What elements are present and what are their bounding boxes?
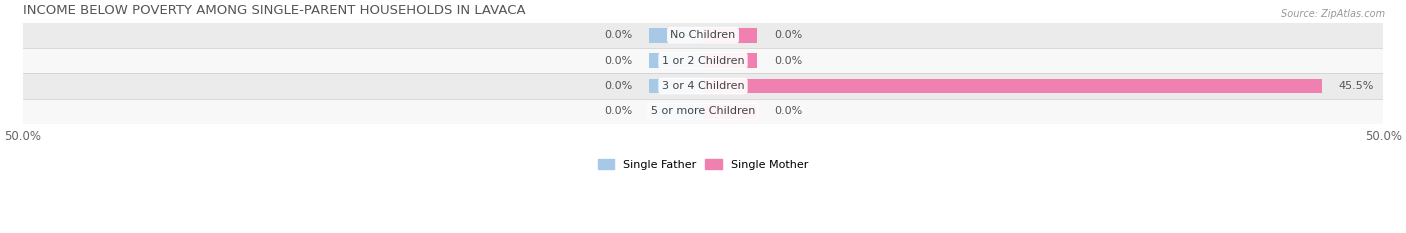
Bar (703, 104, 758, 119)
Bar (648, 28, 703, 43)
Text: 0.0%: 0.0% (605, 106, 633, 116)
Text: 0.0%: 0.0% (605, 56, 633, 65)
Text: 45.5%: 45.5% (1339, 81, 1374, 91)
Text: 0.0%: 0.0% (605, 30, 633, 40)
Text: No Children: No Children (671, 30, 735, 40)
Bar (703, 28, 758, 43)
Text: 0.0%: 0.0% (605, 81, 633, 91)
Text: 1 or 2 Children: 1 or 2 Children (662, 56, 744, 65)
Text: 0.0%: 0.0% (773, 106, 801, 116)
Bar (22, 48, 1384, 73)
Text: Source: ZipAtlas.com: Source: ZipAtlas.com (1281, 9, 1385, 19)
Bar (22, 23, 1384, 48)
Bar (22, 73, 1384, 99)
Legend: Single Father, Single Mother: Single Father, Single Mother (593, 155, 813, 174)
Bar (703, 79, 1322, 93)
Bar (648, 104, 703, 119)
Text: INCOME BELOW POVERTY AMONG SINGLE-PARENT HOUSEHOLDS IN LAVACA: INCOME BELOW POVERTY AMONG SINGLE-PARENT… (22, 4, 526, 17)
Text: 0.0%: 0.0% (773, 56, 801, 65)
Text: 3 or 4 Children: 3 or 4 Children (662, 81, 744, 91)
Bar (648, 79, 703, 93)
Bar (648, 53, 703, 68)
Bar (703, 53, 758, 68)
Text: 0.0%: 0.0% (773, 30, 801, 40)
Text: 5 or more Children: 5 or more Children (651, 106, 755, 116)
Bar (22, 99, 1384, 124)
